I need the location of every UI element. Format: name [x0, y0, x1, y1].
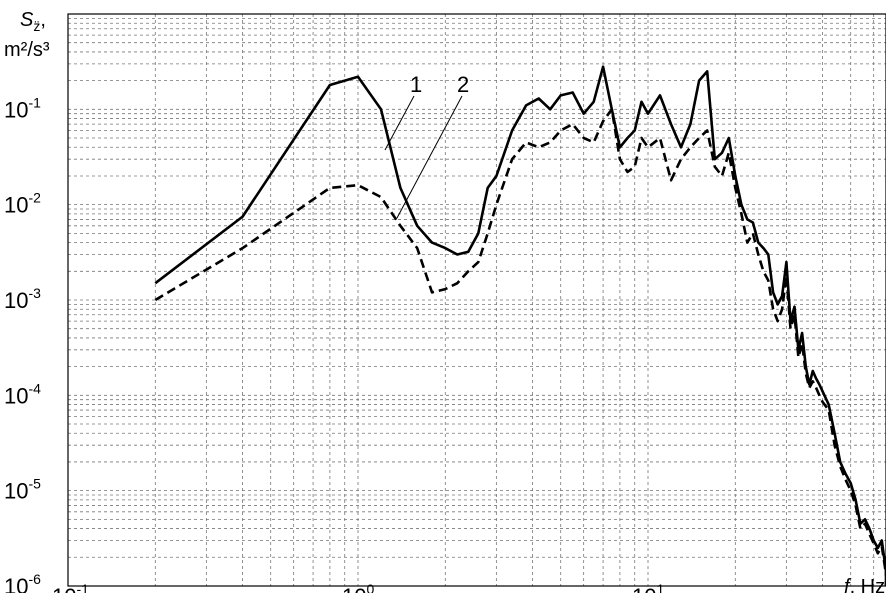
series-2-line — [154, 108, 886, 586]
y-tick-label: 10-5 — [4, 476, 41, 504]
y-axis-unit: m²/s³ — [4, 39, 50, 61]
x-axis-symbol: f — [844, 576, 852, 593]
callout-label-2: 2 — [457, 72, 469, 97]
x-tick-label: 10-1 — [52, 581, 89, 593]
x-tick-label: 101 — [632, 581, 664, 593]
x-axis-label: f, Hz — [844, 576, 885, 593]
y-axis-subscript: z̈ — [33, 18, 40, 34]
x-tick-labels: 10-1 100 101 — [52, 581, 664, 593]
x-axis-unit: , Hz — [850, 576, 886, 593]
y-tick-label: 10-2 — [4, 190, 41, 218]
callout-leader-2 — [396, 95, 463, 219]
y-tick-labels: 10-1 10-2 10-3 10-4 10-5 10-6 — [4, 94, 41, 593]
callout-label-1: 1 — [410, 72, 422, 97]
y-axis-suffix: , — [40, 9, 46, 31]
y-tick-label: 10-6 — [4, 571, 41, 593]
plot-frame — [67, 13, 886, 587]
series-layer — [154, 65, 886, 586]
series-1-line — [154, 65, 886, 586]
y-axis-symbol: S — [20, 9, 34, 31]
grid — [68, 14, 886, 586]
callout-leader-1 — [384, 95, 415, 151]
y-tick-label: 10-3 — [4, 285, 41, 313]
x-tick-label: 100 — [342, 581, 374, 593]
y-axis-label: Sz̈, — [20, 9, 46, 34]
y-tick-label: 10-1 — [4, 94, 41, 122]
y-tick-label: 10-4 — [4, 380, 41, 408]
